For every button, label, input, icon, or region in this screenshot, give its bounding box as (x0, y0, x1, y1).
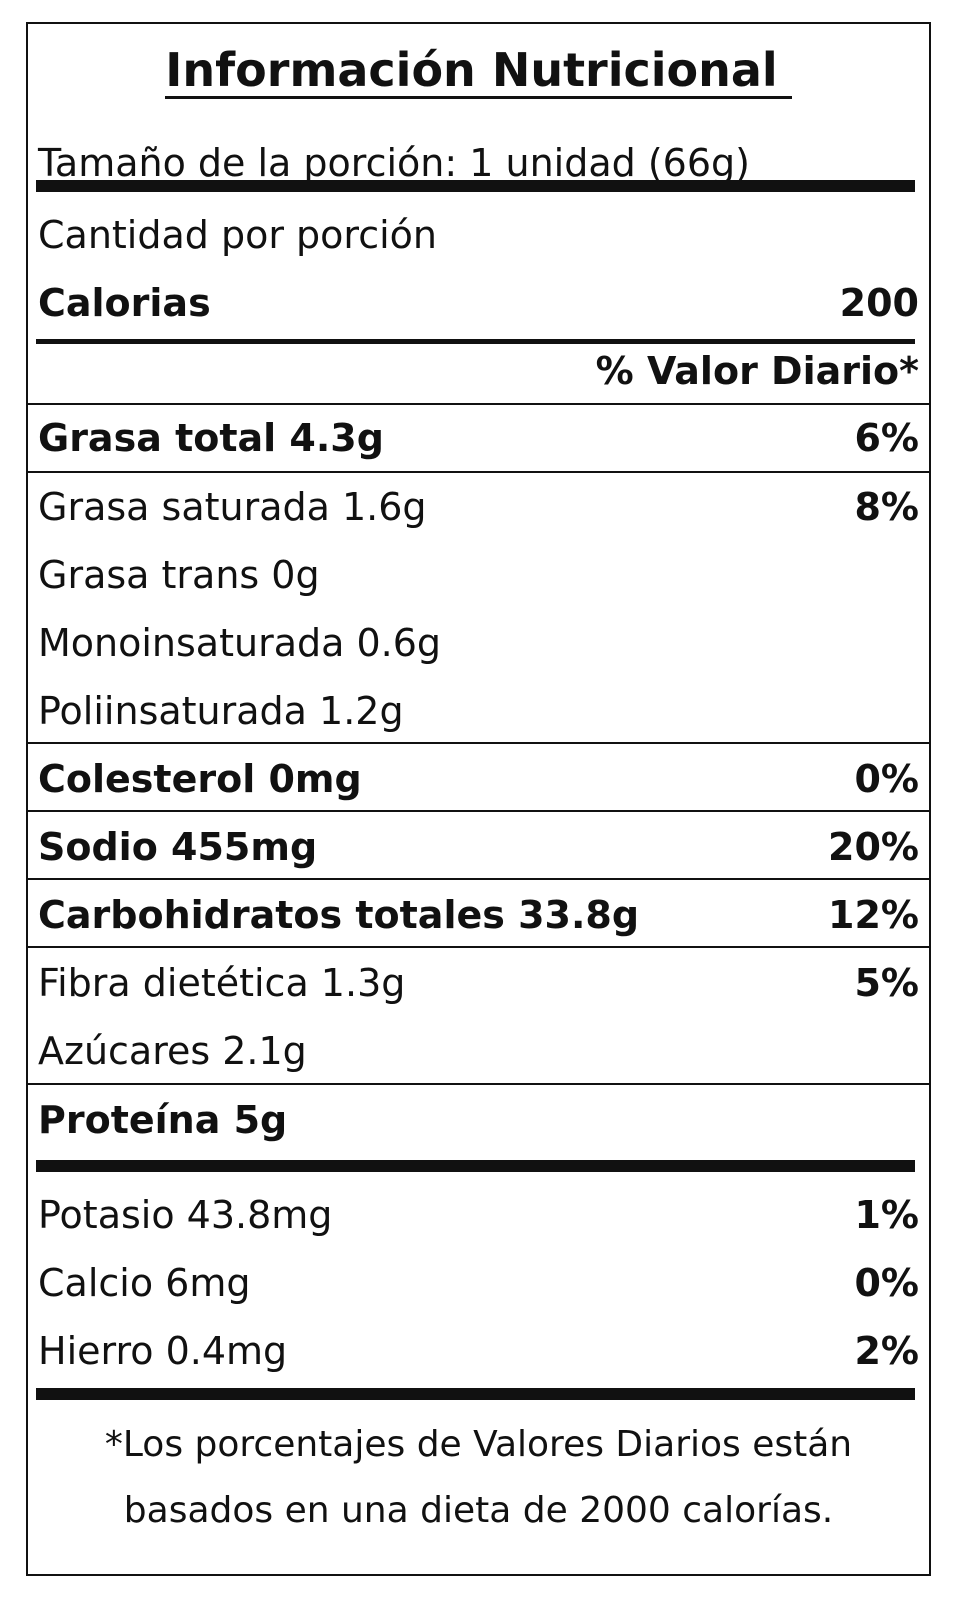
nutrient-label: Sodio 455mg (38, 825, 318, 869)
nutrient-pct: 5% (854, 961, 919, 1005)
nutrient-pct: 12% (828, 893, 919, 937)
calories-value: 200 (839, 281, 919, 325)
nutrient-label: Fibra dietética 1.3g (38, 961, 406, 1005)
divider-5 (28, 878, 929, 880)
serving-size-row: Tamaño de la porción: 1 unidad (66g) (38, 130, 919, 196)
nutrient-label: Grasa trans 0g (38, 553, 320, 597)
label-title: Información Nutricional (28, 42, 929, 99)
nutrient-row-saturated-fat: Grasa saturada 1.6g 8% (38, 474, 919, 540)
nutrient-label: Grasa saturada 1.6g (38, 485, 427, 529)
mineral-pct: 1% (854, 1193, 919, 1237)
mineral-row-calcium: Calcio 6mg 0% (38, 1250, 919, 1316)
divider-3 (28, 742, 929, 744)
nutrient-row-total-fat: Grasa total 4.3g 6% (38, 405, 919, 471)
divider-7 (28, 1083, 929, 1085)
thick-divider-minerals (36, 1160, 915, 1172)
nutrient-row-trans-fat: Grasa trans 0g (38, 542, 919, 608)
nutrient-row-sodium: Sodio 455mg 20% (38, 814, 919, 880)
nutrient-row-protein: Proteína 5g (38, 1087, 919, 1153)
calories-row: Calorias 200 (38, 270, 919, 336)
nutrient-label: Colesterol 0mg (38, 757, 362, 801)
footnote-line-1: *Los porcentajes de Valores Diarios está… (104, 1424, 853, 1465)
mineral-row-iron: Hierro 0.4mg 2% (38, 1318, 919, 1384)
mineral-label: Potasio 43.8mg (38, 1193, 333, 1237)
divider-4 (28, 810, 929, 812)
footnote-line-2: basados en una dieta de 2000 calorías. (123, 1490, 834, 1531)
daily-value-header: % Valor Diario* (595, 349, 919, 393)
serving-size: Tamaño de la porción: 1 unidad (66g) (38, 141, 750, 185)
nutrient-label: Poliinsaturada 1.2g (38, 689, 404, 733)
nutrient-pct: 20% (828, 825, 919, 869)
thick-divider-bottom (36, 1388, 915, 1400)
divider-2 (28, 471, 929, 473)
nutrient-row-polyunsaturated: Poliinsaturada 1.2g (38, 678, 919, 744)
nutrient-label: Carbohidratos totales 33.8g (38, 893, 640, 937)
nutrient-row-cholesterol: Colesterol 0mg 0% (38, 746, 919, 812)
mineral-row-potassium: Potasio 43.8mg 1% (38, 1182, 919, 1248)
nutrient-label: Proteína 5g (38, 1098, 288, 1142)
amount-per-serving: Cantidad por porción (38, 213, 437, 257)
nutrient-row-fiber: Fibra dietética 1.3g 5% (38, 950, 919, 1016)
nutrient-row-sugars: Azúcares 2.1g (38, 1018, 919, 1084)
mineral-pct: 2% (854, 1329, 919, 1373)
mineral-pct: 0% (854, 1261, 919, 1305)
divider-1 (28, 403, 929, 405)
divider-6 (28, 946, 929, 948)
nutrient-row-carbohydrates: Carbohidratos totales 33.8g 12% (38, 882, 919, 948)
calories-label: Calorias (38, 281, 211, 325)
mineral-label: Calcio 6mg (38, 1261, 251, 1305)
nutrient-pct: 8% (854, 485, 919, 529)
daily-value-header-row: % Valor Diario* (38, 338, 919, 404)
thick-divider-top (36, 180, 915, 192)
nutrient-pct: 0% (854, 757, 919, 801)
medium-divider-calories (36, 339, 915, 344)
nutrient-label: Monoinsaturada 0.6g (38, 621, 442, 665)
nutrition-facts-label: Información Nutricional Tamaño de la por… (26, 22, 931, 1576)
amount-per-serving-row: Cantidad por porción (38, 202, 919, 268)
nutrient-label: Grasa total 4.3g (38, 416, 384, 460)
label-title-text: Información Nutricional (165, 44, 792, 99)
nutrient-row-monounsaturated: Monoinsaturada 0.6g (38, 610, 919, 676)
nutrient-pct: 6% (854, 416, 919, 460)
mineral-label: Hierro 0.4mg (38, 1329, 288, 1373)
nutrient-label: Azúcares 2.1g (38, 1029, 307, 1073)
